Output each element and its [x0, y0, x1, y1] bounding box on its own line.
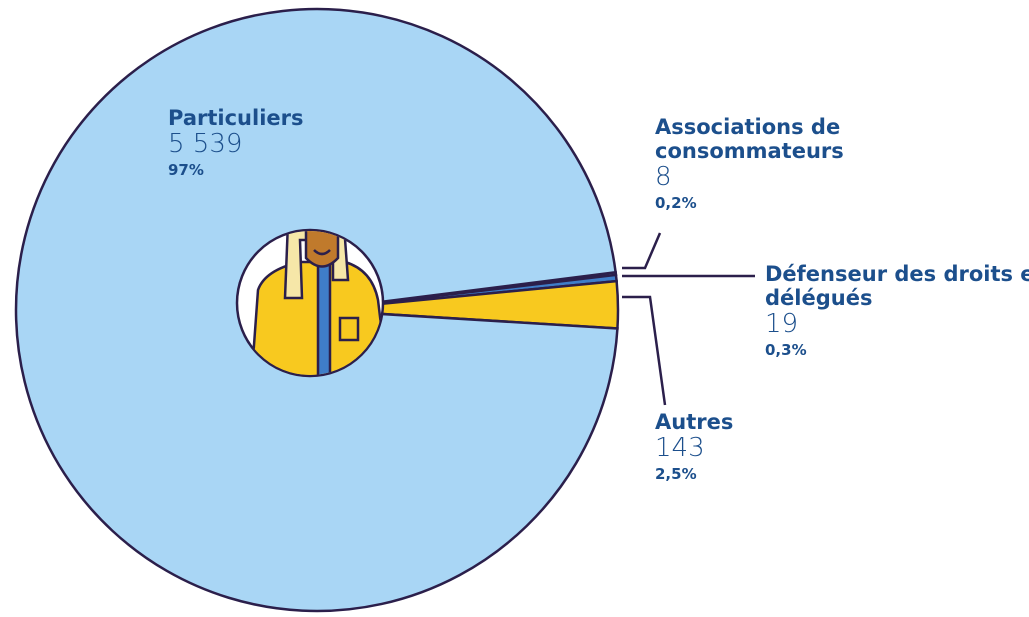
category-label: Associations de consommateurs: [655, 115, 875, 163]
percent-label: 0,2%: [655, 195, 875, 212]
category-label: Particuliers: [168, 106, 368, 130]
value-label: 19: [765, 310, 1029, 340]
category-label: Défenseur des droits et délégués: [765, 262, 1029, 310]
leader-line: [622, 297, 665, 405]
leader-line: [622, 233, 660, 268]
percent-label: 0,3%: [765, 342, 1029, 359]
page: {"chart_data": {"type": "pie", "categori…: [0, 0, 1029, 617]
value-label: 5 539: [168, 130, 368, 160]
category-label: Autres: [655, 410, 855, 434]
percent-label: 97%: [168, 162, 368, 179]
value-label: 143: [655, 434, 855, 464]
value-label: 8: [655, 163, 875, 193]
percent-label: 2,5%: [655, 466, 855, 483]
